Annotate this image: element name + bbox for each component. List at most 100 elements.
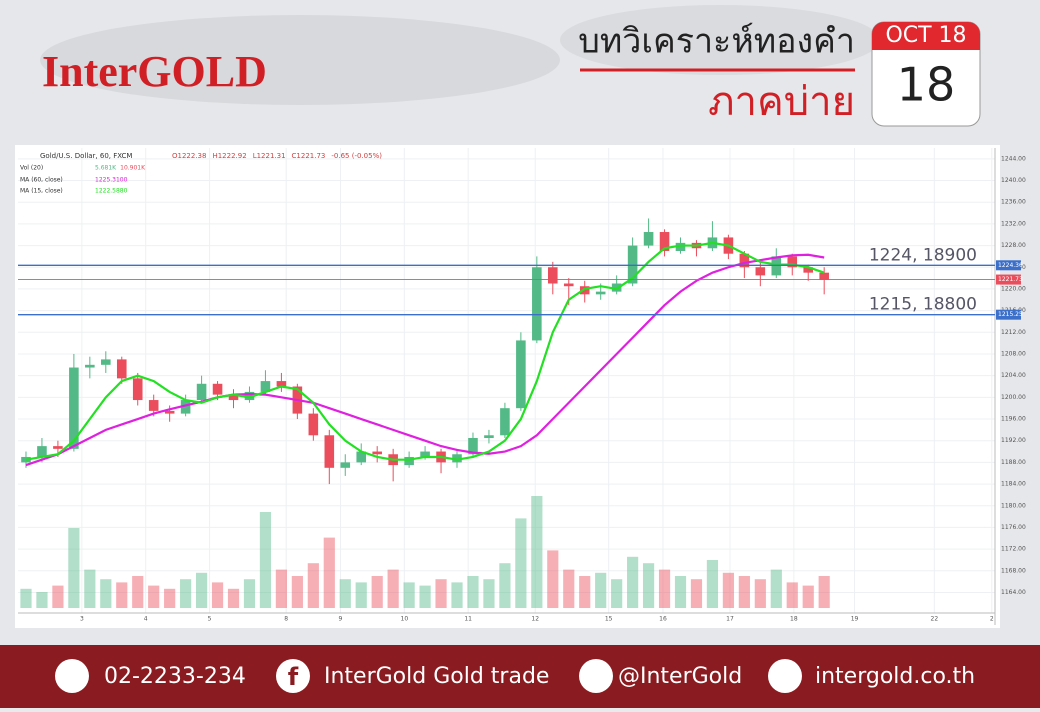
price-tag-label: 1215.25 — [998, 311, 1023, 318]
volume-bar — [291, 576, 303, 608]
candle-body — [132, 378, 143, 401]
y-tick-label: 1164.00 — [1001, 589, 1026, 596]
candle-body — [532, 267, 542, 341]
y-tick-label: 1180.00 — [1001, 502, 1026, 509]
quote: C1221.73 — [292, 152, 326, 160]
volume-bar — [786, 582, 798, 608]
y-tick-label: 1228.00 — [1001, 242, 1026, 249]
legend-value: 5.681K — [95, 165, 117, 172]
volume-bar — [259, 512, 272, 608]
volume-bar — [547, 550, 559, 608]
subtitle: ภาคบ่าย — [708, 79, 855, 125]
x-tick-label: 9 — [339, 616, 343, 623]
candle-body — [484, 435, 494, 438]
volume-bar — [323, 537, 335, 608]
map-shape — [560, 5, 880, 75]
footer-website: intergold.co.th — [815, 664, 975, 689]
volume-bar — [770, 569, 782, 608]
volume-bar — [515, 518, 527, 608]
x-tick-label: 2 — [990, 616, 994, 623]
volume-bar — [642, 563, 655, 608]
x-tick-label: 17 — [726, 616, 734, 623]
x-tick-label: 15 — [605, 616, 613, 623]
candle-body — [21, 456, 31, 463]
volume-bar — [579, 576, 591, 608]
volume-bar — [307, 563, 319, 608]
volume-bar — [52, 585, 64, 608]
x-tick-label: 8 — [284, 616, 288, 623]
candle-body — [500, 408, 510, 436]
y-tick-label: 1244.00 — [1001, 155, 1026, 162]
volume-bar — [611, 579, 623, 608]
x-tick-label: 22 — [931, 616, 939, 623]
volume-bar — [499, 563, 511, 608]
y-tick-label: 1232.00 — [1001, 220, 1026, 227]
y-tick-label: 1184.00 — [1001, 481, 1026, 488]
volume-bar — [275, 569, 287, 608]
volume-bar — [451, 582, 463, 608]
volume-bar — [419, 585, 431, 608]
volume-bar — [227, 588, 240, 608]
volume-bar — [802, 585, 814, 608]
title: บทวิเคราะห์ทองคำ — [578, 22, 855, 62]
y-tick-label: 1200.00 — [1001, 394, 1026, 401]
calendar-top — [872, 22, 980, 50]
volume-bar — [467, 576, 479, 608]
volume-bar — [371, 576, 383, 608]
calendar-month: OCT 18 — [885, 23, 966, 48]
candle-body — [69, 367, 79, 449]
volume-bar — [164, 588, 176, 608]
candle-body — [148, 400, 159, 411]
legend-value: 1225.3100 — [95, 177, 128, 184]
candle-body — [308, 413, 319, 436]
candle-body — [324, 435, 335, 468]
volume-bar — [706, 560, 719, 608]
price-tag — [996, 260, 1021, 271]
volume-bar — [339, 579, 351, 608]
y-tick-label: 1212.00 — [1001, 329, 1026, 336]
quote: H1222.92 — [212, 152, 246, 160]
price-tag-label: 1221.73 — [998, 276, 1023, 283]
y-tick-label: 1172.00 — [1001, 546, 1026, 553]
x-tick-label: 5 — [208, 616, 212, 623]
candle-body — [755, 267, 766, 276]
volume-bar — [195, 572, 208, 608]
chart-title: Gold/U.S. Dollar, 60, FXCM — [40, 152, 132, 160]
candle-body — [356, 451, 367, 463]
candle-body — [196, 383, 207, 401]
volume-bar — [595, 572, 607, 608]
candle-body — [276, 381, 287, 387]
y-tick-label: 1220.00 — [1001, 285, 1026, 292]
candle-body — [37, 446, 47, 457]
candle-body — [372, 451, 382, 455]
y-tick-label: 1240.00 — [1001, 177, 1026, 184]
candle-body — [180, 400, 191, 414]
line-icon — [579, 659, 613, 693]
x-tick-label: 10 — [401, 616, 409, 623]
x-tick-label: 11 — [464, 616, 472, 623]
candle-body — [340, 462, 351, 468]
candle-body — [563, 283, 574, 287]
volume-bar — [531, 496, 543, 608]
volume-bar — [738, 576, 750, 608]
volume-bar — [211, 582, 224, 608]
x-tick-label: 4 — [144, 616, 148, 623]
quote: O1222.38 — [172, 152, 206, 160]
map-shape — [40, 15, 560, 105]
candle-body — [803, 267, 814, 273]
volume-bar — [403, 582, 415, 608]
volume-bar — [68, 528, 80, 608]
y-tick-label: 1196.00 — [1001, 416, 1026, 423]
volume-bar — [387, 569, 399, 608]
volume-bar — [690, 579, 703, 608]
legend-name: MA (15, close) — [20, 188, 63, 195]
x-tick-label: 18 — [790, 616, 798, 623]
price-tag — [996, 309, 1021, 320]
x-tick-label: 19 — [851, 616, 859, 623]
candle-body — [643, 232, 654, 246]
x-tick-label: 16 — [659, 616, 667, 623]
candle-body — [228, 394, 239, 401]
candle-body — [468, 437, 478, 455]
